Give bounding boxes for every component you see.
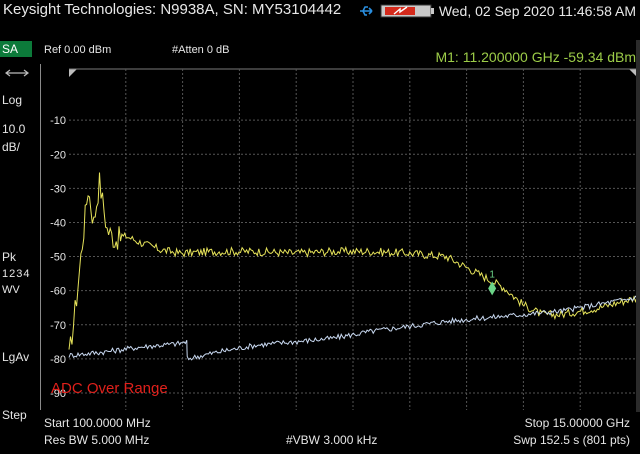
adc-warning: ADC Over Range xyxy=(51,380,168,397)
sidebar: SA Log 10.0 dB/ Pk 1234 WV LgAv Step xyxy=(0,40,38,454)
marker-readout: M1: 11.200000 GHz -59.34 dBm xyxy=(435,49,636,65)
y-tick-label: -20 xyxy=(50,149,66,161)
step-label[interactable]: Step xyxy=(2,408,27,422)
mode-badge[interactable]: SA xyxy=(0,41,32,57)
trace-numbers: 1234 xyxy=(2,268,31,280)
title-bar: Keysight Technologies: N9938A, SN: MY531… xyxy=(0,0,640,22)
footer-settings: Start 100.0000 MHz Stop 15.00000 GHz Res… xyxy=(40,412,640,454)
scale-value: 10.0 xyxy=(2,122,26,136)
resolution-bandwidth[interactable]: Res BW 5.000 MHz xyxy=(44,433,150,447)
y-tick-label: -70 xyxy=(50,320,66,332)
marker-label: 1 xyxy=(489,269,495,280)
y-tick-label: -30 xyxy=(50,183,66,195)
plot-corner xyxy=(69,69,77,77)
y-tick-label: -10 xyxy=(50,115,66,127)
instrument-title: Keysight Technologies: N9938A, SN: MY531… xyxy=(3,1,342,18)
arrows-icon xyxy=(5,69,29,77)
sweep-time[interactable]: Swp 152.5 s (801 pts) xyxy=(513,433,630,447)
scale-unit: dB/ xyxy=(2,140,21,154)
y-tick-label: -40 xyxy=(50,217,66,229)
trace-mode: WV xyxy=(2,284,20,296)
y-tick-label: -50 xyxy=(50,252,66,264)
average-type: LgAv xyxy=(2,350,30,364)
max-hold-trace xyxy=(68,172,637,350)
plot-corner xyxy=(629,69,637,77)
marker-diamond xyxy=(488,281,497,296)
usb-icon xyxy=(359,6,373,16)
reference-level[interactable]: Ref 0.00 dBm xyxy=(44,44,112,56)
battery-icon xyxy=(380,4,434,18)
y-tick-label: -80 xyxy=(50,354,66,366)
y-tick-label: -60 xyxy=(50,286,66,298)
scale-type: Log xyxy=(2,93,23,107)
stop-frequency[interactable]: Stop 15.00000 GHz xyxy=(524,416,630,430)
date-time: Wed, 02 Sep 2020 11:46:58 AM xyxy=(438,3,636,19)
plot-svg: -10 -20 -30 -40 -50 -60 -70 -80 -90 1 xyxy=(50,68,637,410)
start-frequency[interactable]: Start 100.0000 MHz xyxy=(44,416,151,430)
spectrum-plot[interactable]: -10 -20 -30 -40 -50 -60 -70 -80 -90 1 ADC Over Ra… xyxy=(40,64,637,410)
plot-header: Ref 0.00 dBm #Atten 0 dB M1: 11.200000 G… xyxy=(40,40,640,65)
detector: Pk xyxy=(2,250,17,264)
average-trace xyxy=(68,295,637,361)
status-area: Wed, 02 Sep 2020 11:46:58 AM xyxy=(357,2,636,20)
y-tick-label: -90 xyxy=(50,388,66,400)
video-bandwidth[interactable]: #VBW 3.000 kHz xyxy=(286,433,378,447)
attenuation[interactable]: #Atten 0 dB xyxy=(172,44,230,56)
side-scrollbar xyxy=(636,40,640,412)
